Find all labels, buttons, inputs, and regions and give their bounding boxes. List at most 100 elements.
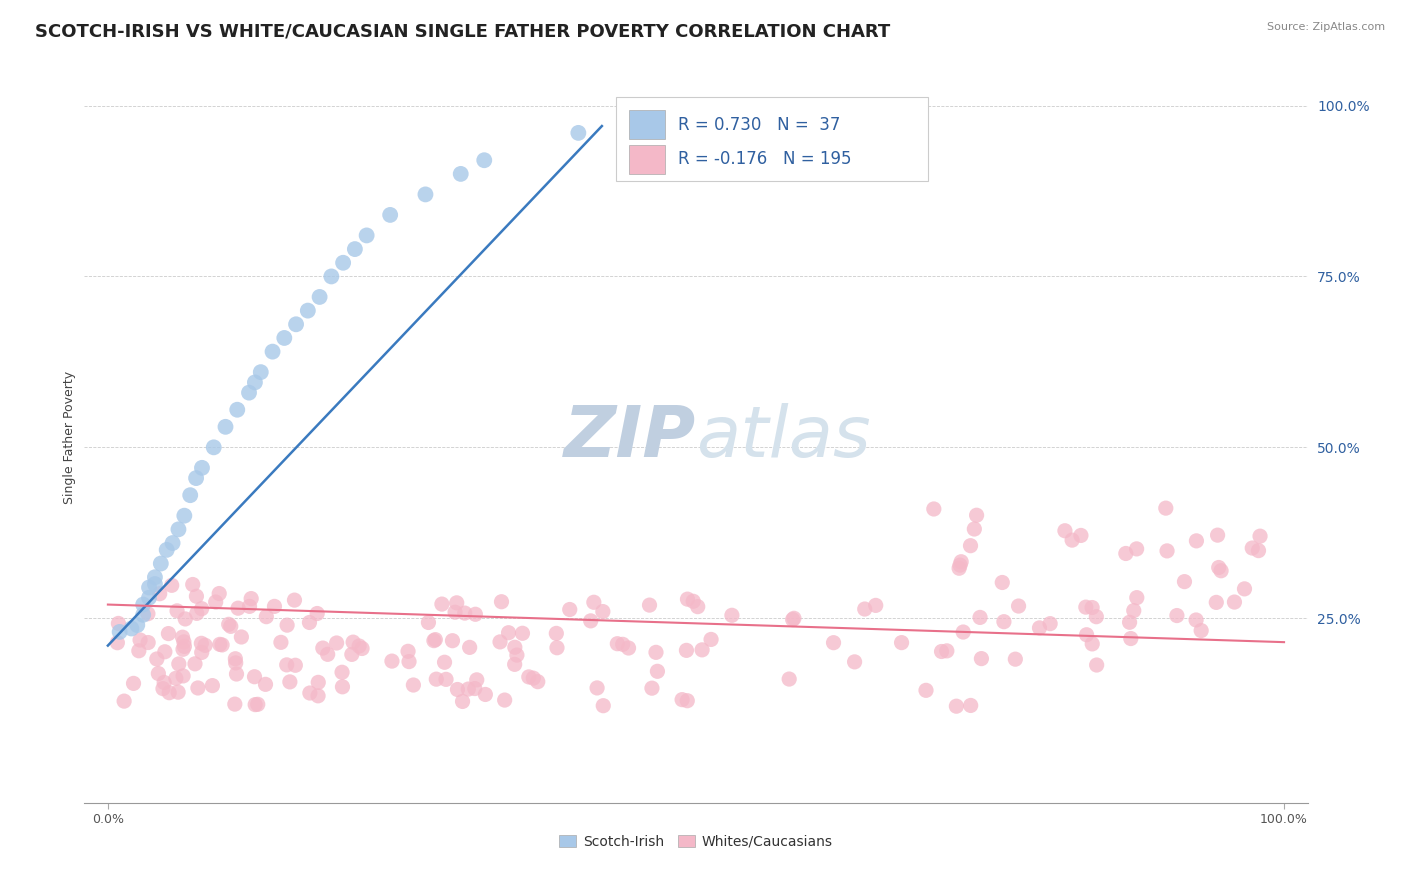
Point <box>226 402 249 417</box>
Point <box>783 611 806 625</box>
Point <box>915 683 938 698</box>
Point <box>1185 533 1208 548</box>
Point <box>153 645 176 659</box>
Point <box>1081 637 1104 651</box>
Point <box>1205 595 1227 609</box>
Point <box>952 625 974 640</box>
Point <box>970 651 993 665</box>
Point <box>1208 560 1230 574</box>
Point <box>342 635 364 649</box>
Point <box>143 577 166 591</box>
Point <box>307 675 329 690</box>
Point <box>138 581 160 595</box>
Point <box>278 674 301 689</box>
Point <box>1028 621 1050 635</box>
Point <box>1209 564 1232 578</box>
Text: atlas: atlas <box>696 402 870 472</box>
Point <box>380 208 402 222</box>
Point <box>202 440 225 454</box>
Point <box>433 655 456 669</box>
Point <box>782 613 804 627</box>
Point <box>146 652 169 666</box>
Point <box>1039 616 1062 631</box>
Point <box>270 635 292 649</box>
Point <box>1122 604 1144 618</box>
Point <box>263 599 285 614</box>
Point <box>890 635 912 649</box>
Point <box>1070 528 1092 542</box>
Point <box>1085 609 1108 624</box>
Point <box>283 593 305 607</box>
Point <box>950 555 973 569</box>
Point <box>579 614 602 628</box>
Point <box>162 536 184 550</box>
Point <box>187 681 209 695</box>
Point <box>1189 624 1212 638</box>
Point <box>415 187 437 202</box>
Point <box>332 256 354 270</box>
Point <box>1007 599 1029 613</box>
Point <box>138 591 160 605</box>
Point <box>321 269 343 284</box>
Point <box>325 636 347 650</box>
Point <box>1081 600 1104 615</box>
Point <box>647 665 669 679</box>
Point <box>157 686 180 700</box>
Point <box>465 673 488 687</box>
Point <box>446 682 468 697</box>
Point <box>181 577 204 591</box>
Point <box>567 126 589 140</box>
Point <box>948 561 970 575</box>
Point <box>352 641 374 656</box>
Point <box>1156 544 1178 558</box>
Point <box>148 666 170 681</box>
Point <box>225 667 247 681</box>
Point <box>167 522 190 536</box>
Point <box>721 608 744 623</box>
Point <box>425 632 447 647</box>
Point <box>489 635 512 649</box>
Point <box>184 657 207 671</box>
Point <box>398 655 420 669</box>
Point <box>844 655 866 669</box>
Point <box>546 640 568 655</box>
Point <box>136 635 159 649</box>
Point <box>638 598 661 612</box>
Point <box>865 599 887 613</box>
Point <box>243 698 266 712</box>
Point <box>224 652 246 666</box>
Point <box>108 624 131 639</box>
Point <box>472 153 495 168</box>
Point <box>700 632 723 647</box>
Point <box>208 637 231 651</box>
Point <box>186 589 208 603</box>
Point <box>671 692 693 706</box>
Text: ZIP: ZIP <box>564 402 696 472</box>
Point <box>246 698 269 712</box>
Point <box>1118 615 1140 630</box>
Point <box>686 599 709 614</box>
Point <box>922 502 945 516</box>
Point <box>243 376 266 390</box>
Text: SCOTCH-IRISH VS WHITE/CAUCASIAN SINGLE FATHER POVERTY CORRELATION CHART: SCOTCH-IRISH VS WHITE/CAUCASIAN SINGLE F… <box>35 22 890 40</box>
Point <box>959 698 981 713</box>
Point <box>1206 528 1229 542</box>
Point <box>172 630 194 644</box>
Point <box>931 644 953 658</box>
Point <box>586 681 609 695</box>
Point <box>276 618 298 632</box>
Point <box>464 607 486 622</box>
Point <box>592 605 614 619</box>
Point <box>1004 652 1026 666</box>
Point <box>340 648 363 662</box>
Point <box>211 638 233 652</box>
Point <box>156 542 179 557</box>
Point <box>173 635 195 649</box>
Point <box>1119 632 1142 646</box>
Point <box>129 632 152 647</box>
Point <box>190 601 212 615</box>
Point <box>396 644 419 658</box>
Point <box>167 685 190 699</box>
FancyBboxPatch shape <box>628 145 665 174</box>
Point <box>690 643 713 657</box>
